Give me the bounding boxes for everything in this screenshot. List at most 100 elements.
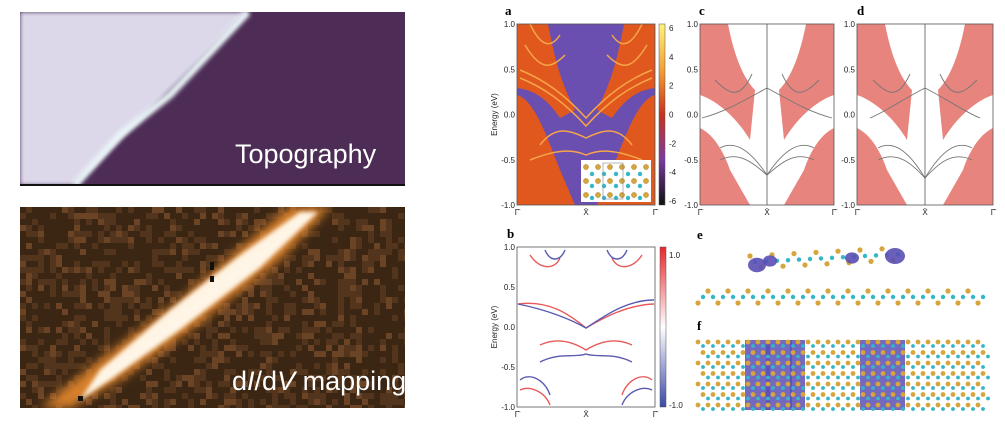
atom-se [941,365,945,369]
noise-pixel [320,303,326,309]
noise-pixel [344,267,350,273]
noise-pixel [266,309,272,315]
noise-pixel [248,225,254,231]
noise-pixel [80,363,86,369]
noise-pixel [128,243,134,249]
atom-se [751,365,755,369]
noise-pixel [248,351,254,357]
atom-sn [705,339,711,345]
noise-pixel [44,279,50,285]
atom-sn [760,392,766,397]
atom-sn [920,371,926,376]
noise-pixel [146,387,152,393]
noise-pixel [98,237,104,243]
noise-pixel [86,219,92,225]
noise-pixel [314,297,320,303]
atom-sn [730,350,736,355]
noise-pixel [218,309,224,315]
noise-pixel [74,327,80,333]
atom-sn [765,360,771,366]
noise-pixel [236,303,242,309]
atom-se [960,294,966,300]
atom-se [625,171,631,177]
noise-pixel [278,351,284,357]
noise-pixel [128,207,134,213]
noise-pixel [188,345,194,351]
noise-pixel [182,267,188,273]
atom-sn [745,360,751,366]
noise-pixel [386,393,392,399]
noise-pixel [68,207,74,213]
atom-se [726,375,730,380]
noise-pixel [386,405,392,408]
atom-sn [850,392,856,397]
atom-sn [710,350,716,355]
noise-pixel [284,303,290,309]
noise-pixel [380,249,386,255]
panel-a-ytick: 0.0 [504,111,516,120]
atom-se [613,171,619,177]
noise-pixel [122,285,128,291]
noise-pixel [260,291,266,297]
noise-pixel [398,399,404,405]
noise-pixel [350,351,356,357]
atom-sn [950,392,956,397]
noise-pixel [164,249,170,255]
atom-se [791,386,795,390]
noise-pixel [332,357,338,363]
noise-pixel [170,225,176,231]
atom-se [781,365,785,369]
noise-pixel [74,261,80,267]
noise-pixel [272,387,278,393]
atom-se [981,365,985,369]
noise-pixel [116,405,122,408]
noise-pixel [296,369,302,375]
noise-pixel [38,381,44,387]
noise-pixel [332,333,338,339]
noise-pixel [104,339,110,345]
noise-pixel [44,363,50,369]
atom-sn [925,360,931,366]
noise-pixel [26,297,32,303]
atom-sn [805,288,811,294]
noise-pixel [170,243,176,249]
atom-sn [810,350,816,355]
noise-pixel [356,243,362,249]
atom-sn [695,381,701,387]
noise-pixel [314,303,320,309]
panel-b-colorbar [659,246,667,408]
noise-pixel [242,285,248,291]
noise-pixel [170,219,176,225]
atom-sn [900,371,906,376]
noise-pixel [404,333,405,339]
atom-sn [715,360,721,366]
noise-pixel [32,363,38,369]
noise-pixel [56,381,62,387]
atom-sn [915,300,921,306]
atom-se [981,344,985,348]
atom-se [936,354,940,359]
noise-pixel [20,291,26,297]
noise-pixel [116,321,122,327]
atom-se [856,354,860,359]
panel-b-ytick: -0.5 [501,363,515,372]
noise-pixel [104,249,110,255]
noise-pixel [200,207,206,213]
noise-pixel [110,237,116,243]
atom-sn [855,300,861,306]
noise-pixel [380,255,386,261]
noise-pixel [218,357,224,363]
noise-pixel [266,291,272,297]
noise-pixel [158,237,164,243]
atom-sn [975,339,981,345]
atom-sn [705,402,711,408]
noise-pixel [374,255,380,261]
atom-se [613,183,619,189]
panel-f-structure [695,339,990,411]
panel-d-ytick: -0.5 [841,156,855,165]
atom-se [846,354,850,359]
noise-pixel [380,219,386,225]
noise-pixel [170,267,176,273]
atom-sn [955,339,961,345]
noise-pixel [104,315,110,321]
